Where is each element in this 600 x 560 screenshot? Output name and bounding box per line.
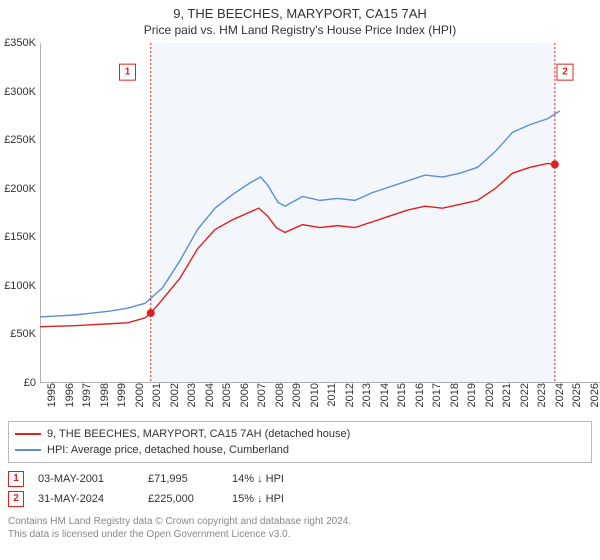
event-marker: 1: [8, 471, 24, 487]
x-tick-label: 2006: [237, 383, 251, 407]
events-table: 1 03-MAY-2001 £71,995 14% ↓ HPI 2 31-MAY-2024…: [8, 469, 592, 509]
chart-subtitle: Price paid vs. HM Land Registry's House …: [0, 21, 600, 37]
x-tick-label: 2008: [272, 383, 286, 407]
x-tick-label: 2014: [377, 383, 391, 407]
y-tick-label: £300K: [4, 86, 40, 98]
x-tick-label: 2003: [184, 383, 198, 407]
event-price: £225,000: [148, 493, 218, 505]
x-tick-label: 2026: [587, 383, 600, 407]
chart-area: 12 £0£50K£100K£150K£200K£250K£300K£350K1…: [40, 43, 600, 383]
x-tick-label: 2025: [569, 383, 583, 407]
legend-row: HPI: Average price, detached house, Cumb…: [15, 442, 585, 458]
x-tick-label: 2015: [394, 383, 408, 407]
chart-svg: 12: [40, 43, 600, 383]
x-tick-label: 1995: [44, 383, 58, 407]
x-tick-label: 1997: [79, 383, 93, 407]
event-marker: 2: [8, 491, 24, 507]
x-tick-label: 1999: [114, 383, 128, 407]
x-tick-label: 1996: [62, 383, 76, 407]
y-tick-label: £50K: [10, 328, 40, 340]
x-tick-label: 2009: [289, 383, 303, 407]
legend-swatch-1: [15, 433, 41, 435]
x-tick-label: 2019: [464, 383, 478, 407]
y-tick-label: £150K: [4, 231, 40, 243]
x-tick-label: 2021: [499, 383, 513, 407]
y-tick-label: £0: [24, 377, 40, 389]
event-row: 1 03-MAY-2001 £71,995 14% ↓ HPI: [8, 469, 592, 489]
svg-text:1: 1: [125, 67, 131, 78]
x-tick-label: 2001: [149, 383, 163, 407]
x-tick-label: 2011: [324, 383, 338, 407]
y-tick-label: £250K: [4, 134, 40, 146]
x-tick-label: 2012: [342, 383, 356, 407]
x-tick-label: 2013: [359, 383, 373, 407]
x-tick-label: 2023: [534, 383, 548, 407]
event-row: 2 31-MAY-2024 £225,000 15% ↓ HPI: [8, 489, 592, 509]
svg-text:2: 2: [562, 67, 568, 78]
x-tick-label: 2002: [167, 383, 181, 407]
x-tick-label: 2024: [552, 383, 566, 407]
legend-label: 9, THE BEECHES, MARYPORT, CA15 7AH (deta…: [47, 428, 350, 440]
event-diff: 14% ↓ HPI: [232, 473, 284, 485]
event-price: £71,995: [148, 473, 218, 485]
x-tick-label: 2005: [219, 383, 233, 407]
legend-swatch-2: [15, 449, 41, 451]
x-tick-label: 2018: [447, 383, 461, 407]
x-tick-label: 2010: [307, 383, 321, 407]
x-tick-label: 2004: [202, 383, 216, 407]
x-tick-label: 1998: [97, 383, 111, 407]
legend-row: 9, THE BEECHES, MARYPORT, CA15 7AH (deta…: [15, 426, 585, 442]
event-date: 31-MAY-2024: [38, 493, 134, 505]
x-tick-label: 2007: [254, 383, 268, 407]
y-tick-label: £100K: [4, 280, 40, 292]
x-tick-label: 2020: [482, 383, 496, 407]
y-tick-label: £200K: [4, 183, 40, 195]
footer-attribution: Contains HM Land Registry data © Crown c…: [8, 515, 592, 541]
x-tick-label: 2016: [412, 383, 426, 407]
event-date: 03-MAY-2001: [38, 473, 134, 485]
chart-title: 9, THE BEECHES, MARYPORT, CA15 7AH: [0, 0, 600, 21]
legend: 9, THE BEECHES, MARYPORT, CA15 7AH (deta…: [8, 421, 592, 463]
x-tick-label: 2000: [132, 383, 146, 407]
legend-label: HPI: Average price, detached house, Cumb…: [47, 444, 289, 456]
x-tick-label: 2017: [429, 383, 443, 407]
x-tick-label: 2022: [517, 383, 531, 407]
event-diff: 15% ↓ HPI: [232, 493, 284, 505]
y-tick-label: £350K: [4, 37, 40, 49]
